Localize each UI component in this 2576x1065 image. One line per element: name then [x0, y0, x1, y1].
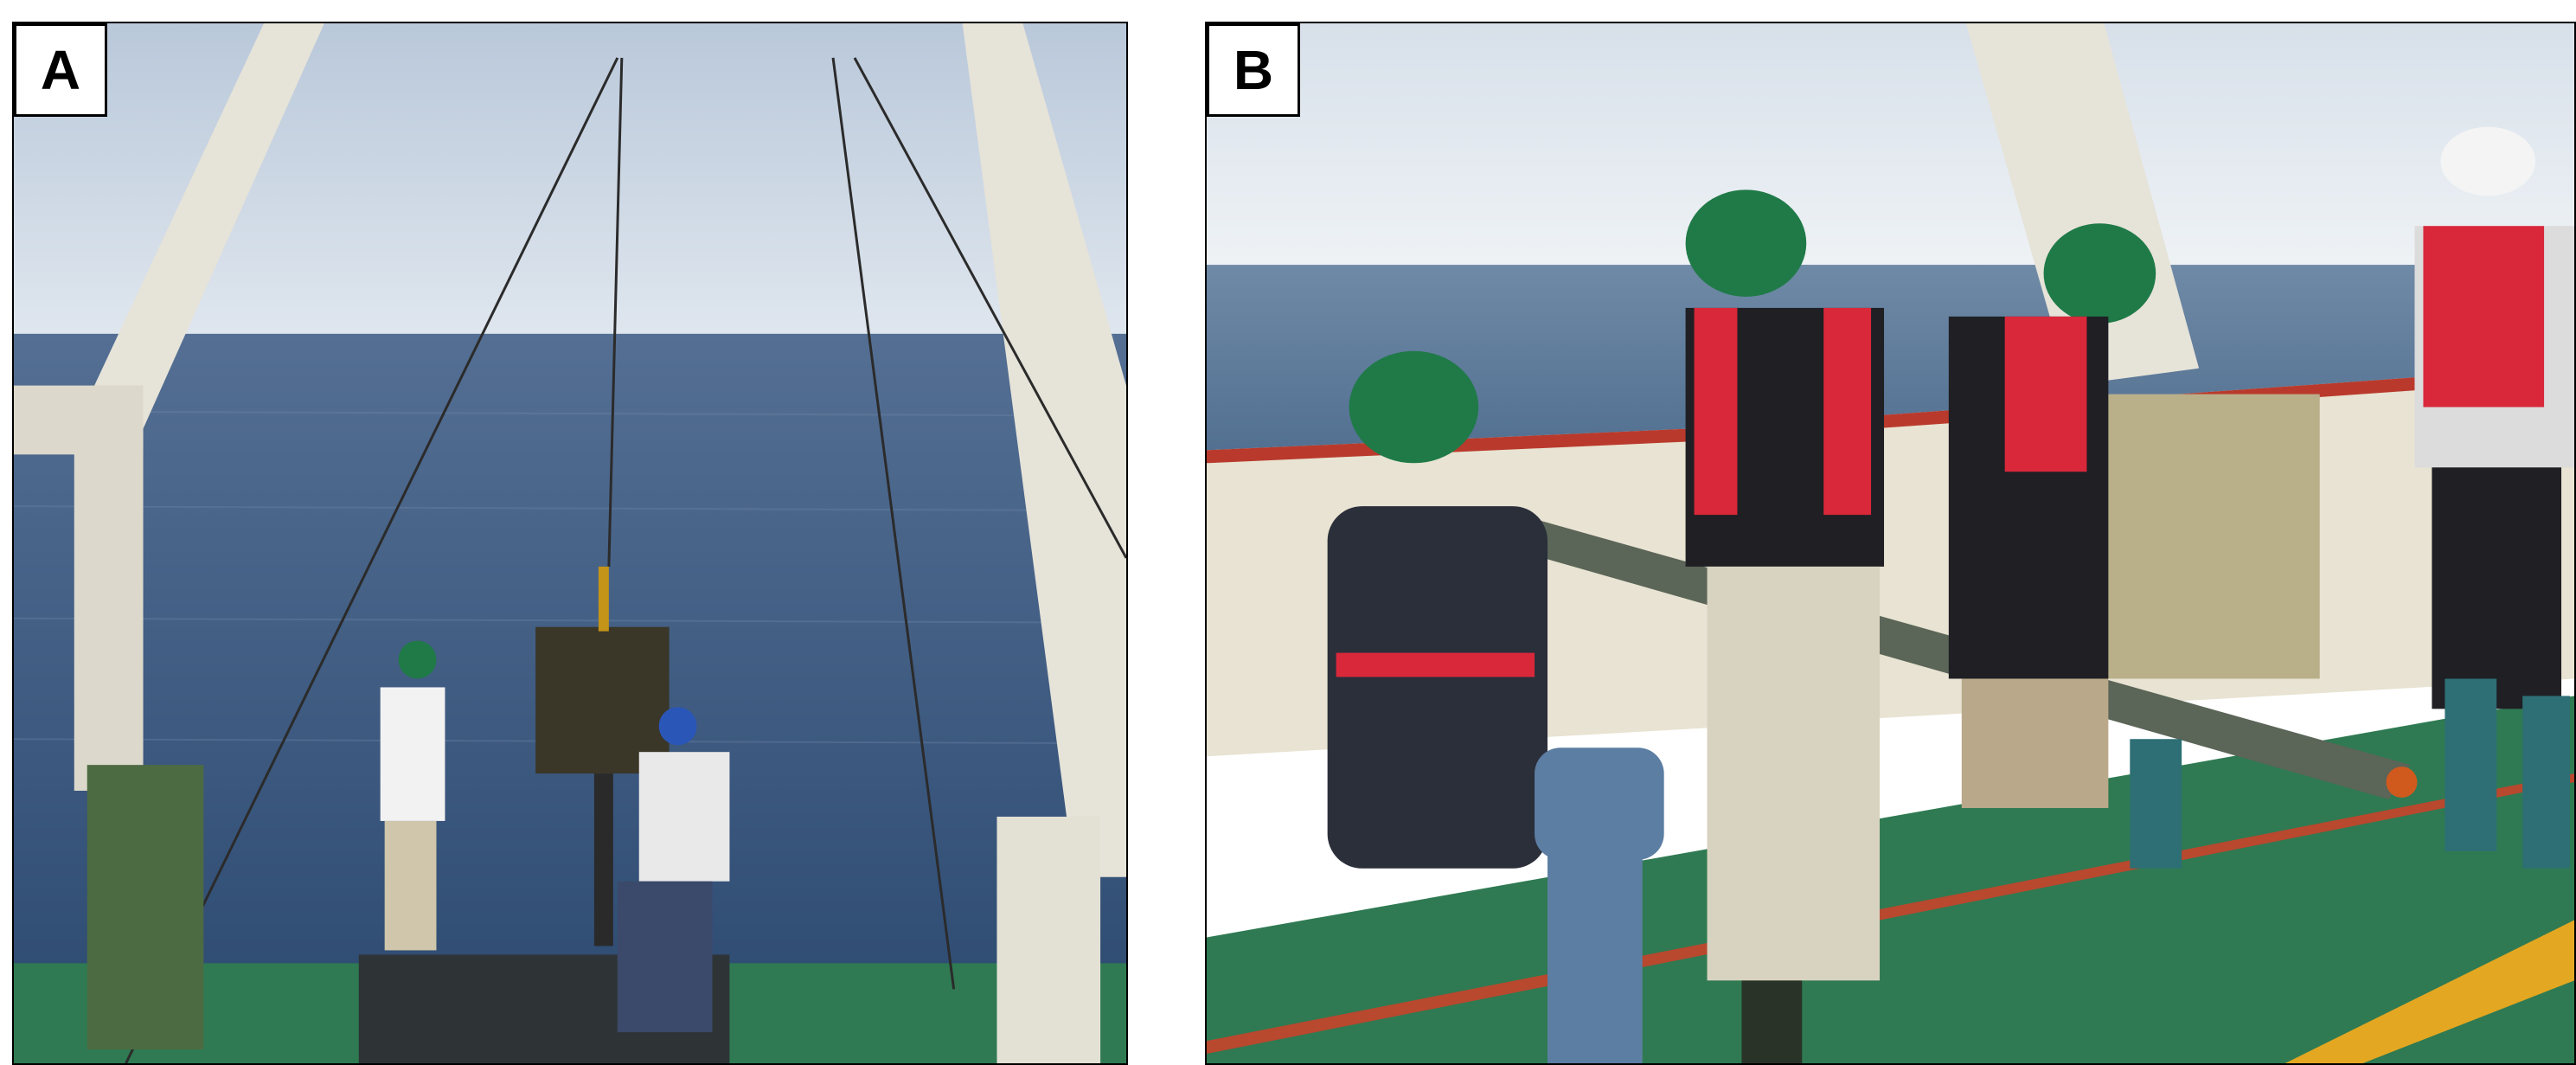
- corer: [535, 626, 670, 774]
- sky: [1207, 23, 2574, 266]
- crew-member-bending: [1948, 223, 2182, 869]
- crew-member-left: [380, 640, 445, 951]
- panel-label-a: A: [14, 23, 107, 117]
- panel-label-b: B: [1207, 23, 1300, 117]
- a-frame-right: [962, 23, 1126, 877]
- photo-panel-a: A: [12, 22, 1128, 1065]
- photo-a-scene: [14, 23, 1126, 1063]
- photo-b-scene: [1207, 23, 2574, 1063]
- crew-member-middle: [1685, 189, 1885, 981]
- crew-member-right: [617, 707, 730, 1033]
- crew-member-standing: [2414, 126, 2574, 869]
- a-frame-left: [74, 23, 324, 429]
- photo-panel-b: B: [1205, 22, 2576, 1065]
